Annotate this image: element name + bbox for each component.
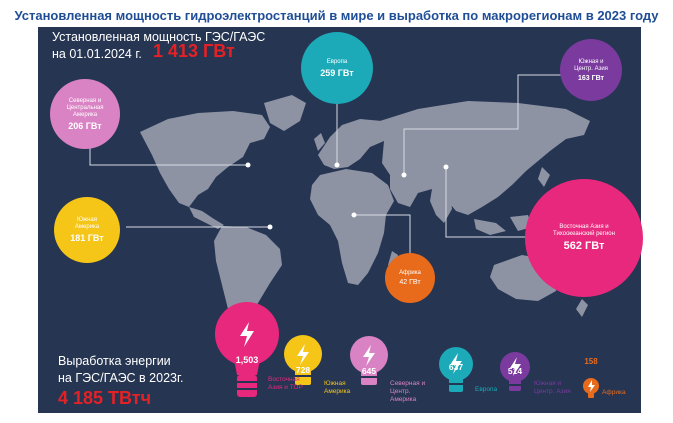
bulb-label: Африка xyxy=(602,389,626,396)
bulb-south-central-asia xyxy=(500,352,530,391)
bulb-europe xyxy=(439,347,473,392)
region-value: 259 ГВт xyxy=(320,67,354,78)
region-value: 562 ГВт xyxy=(563,240,605,252)
generation-label: Выработка энергии на ГЭС/ГАЭС в 2023г. xyxy=(58,354,184,385)
bulb-africa xyxy=(583,378,599,398)
page-title: Установленная мощность гидроэлектростанц… xyxy=(14,8,659,23)
bulb-label: Южная и Центр. Азия xyxy=(534,380,571,395)
bulb-graphics xyxy=(215,302,599,398)
capacity-date: на 01.01.2024 г. xyxy=(52,47,142,61)
bulb-value: 514 xyxy=(507,366,523,376)
bulb-label: Европа xyxy=(475,386,498,393)
bubble-africa: Африка 42 ГВт xyxy=(385,253,435,303)
capacity-total: 1 413 ГВт xyxy=(153,41,235,61)
region-name: Африка xyxy=(399,270,421,276)
bulb-value: 1,503 xyxy=(235,355,259,365)
bulb-label: Южная Америка xyxy=(324,380,351,395)
bubble-south-central-asia: Южная и Центр. Азия 163 ГВт xyxy=(560,39,622,101)
bulb-label: Северная и Центр. Америка xyxy=(390,380,426,403)
region-name: Южная Америка xyxy=(74,217,100,230)
bubble-north-central-america: Северная и Центральная Америка 206 ГВт xyxy=(50,79,120,149)
infographic-panel: Установленная мощность ГЭС/ГАЭС на 01.01… xyxy=(38,27,643,413)
capacity-label: Установленная мощность ГЭС/ГАЭС xyxy=(52,30,266,44)
bubble-south-america: Южная Америка 181 ГВт xyxy=(54,197,120,263)
bulb-value: 158 xyxy=(584,357,598,366)
generation-total: 4 185 ТВтч xyxy=(58,388,152,408)
bulb-south-america xyxy=(284,335,322,385)
bulb-east-asia xyxy=(215,302,279,397)
bulb-value: 728 xyxy=(295,365,311,375)
region-name: Восточная Азия и Тихоокеанский регион xyxy=(553,224,615,237)
region-name: Южная и Центр. Азия xyxy=(574,58,608,72)
region-name: Северная и Центральная Америка xyxy=(66,97,104,118)
bubble-east-asia-pacific: Восточная Азия и Тихоокеанский регион 56… xyxy=(525,179,643,297)
bulb-value: 645 xyxy=(361,366,377,376)
region-value: 163 ГВт xyxy=(578,74,604,82)
bulb-label: Восточная Азия и ТОР xyxy=(268,376,303,391)
region-name: Европа xyxy=(326,58,348,65)
bubble-europe: Европа 259 ГВт xyxy=(301,32,373,104)
bulb-north-central-america xyxy=(350,336,388,385)
region-value: 206 ГВт xyxy=(68,120,102,131)
region-value: 181 ГВт xyxy=(70,233,104,243)
bulb-value: 637 xyxy=(448,362,464,372)
region-value: 42 ГВт xyxy=(399,279,421,286)
